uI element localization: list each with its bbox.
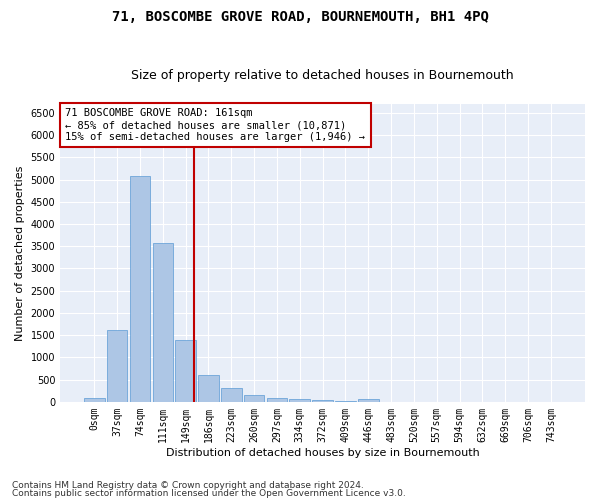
Bar bbox=[266, 398, 287, 402]
Bar bbox=[244, 395, 265, 402]
Bar bbox=[289, 400, 310, 402]
Bar bbox=[313, 400, 333, 402]
Bar bbox=[221, 388, 242, 402]
Text: 71, BOSCOMBE GROVE ROAD, BOURNEMOUTH, BH1 4PQ: 71, BOSCOMBE GROVE ROAD, BOURNEMOUTH, BH… bbox=[112, 10, 488, 24]
Text: 71 BOSCOMBE GROVE ROAD: 161sqm
← 85% of detached houses are smaller (10,871)
15%: 71 BOSCOMBE GROVE ROAD: 161sqm ← 85% of … bbox=[65, 108, 365, 142]
Bar bbox=[130, 176, 150, 402]
Bar bbox=[358, 399, 379, 402]
Title: Size of property relative to detached houses in Bournemouth: Size of property relative to detached ho… bbox=[131, 69, 514, 82]
Text: Contains public sector information licensed under the Open Government Licence v3: Contains public sector information licen… bbox=[12, 488, 406, 498]
Bar bbox=[84, 398, 104, 402]
Bar bbox=[335, 401, 356, 402]
Text: Contains HM Land Registry data © Crown copyright and database right 2024.: Contains HM Land Registry data © Crown c… bbox=[12, 481, 364, 490]
Bar bbox=[152, 242, 173, 402]
Bar bbox=[175, 340, 196, 402]
Y-axis label: Number of detached properties: Number of detached properties bbox=[15, 165, 25, 340]
X-axis label: Distribution of detached houses by size in Bournemouth: Distribution of detached houses by size … bbox=[166, 448, 479, 458]
Bar bbox=[198, 375, 219, 402]
Bar bbox=[107, 330, 127, 402]
